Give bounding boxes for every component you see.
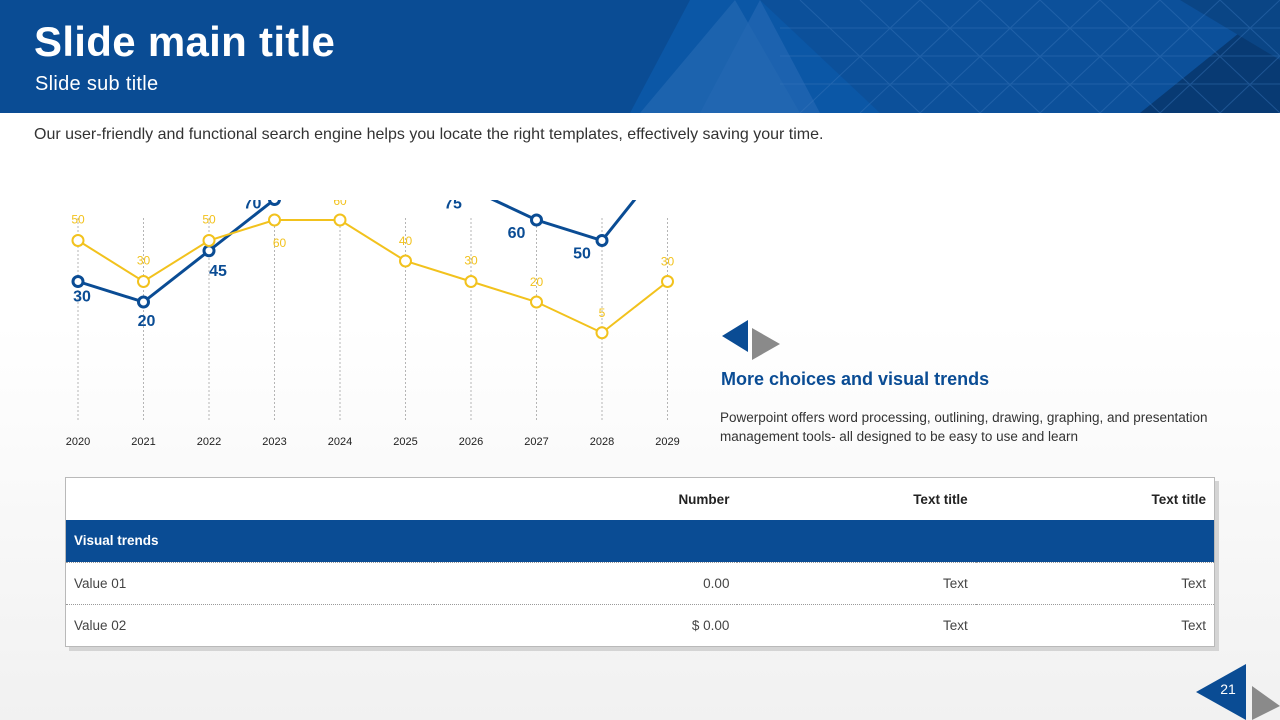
header-banner: Slide main title Slide sub title	[0, 0, 1280, 113]
table-row: Value 01 0.00 Text Text	[66, 561, 1214, 604]
page-number: 21	[1220, 681, 1236, 697]
data-label-yellow: 60	[273, 236, 287, 250]
data-point-yellow	[399, 254, 412, 268]
table-cell: Text	[975, 603, 1214, 646]
data-label-blue: 20	[138, 313, 156, 330]
table-band-label: Visual trends	[66, 520, 435, 562]
x-tick-label: 2027	[524, 436, 548, 448]
table-band-row: Visual trends	[66, 520, 1214, 562]
data-point-yellow	[333, 213, 347, 227]
data-point-yellow	[661, 275, 674, 288]
line-chart: 2020 2021 2022 2023 2024 2025 2026 2027 2028 2029…	[66, 200, 680, 448]
x-tick-label: 2024	[328, 436, 352, 448]
data-label-yellow: 5	[599, 306, 606, 320]
table-cell: Text	[975, 561, 1214, 604]
table-cell: Text	[737, 603, 976, 646]
x-tick-label: 2025	[393, 436, 417, 448]
data-label-yellow: 30	[137, 254, 151, 268]
data-point-blue	[71, 275, 85, 288]
header-decoration	[630, 0, 1280, 113]
data-point-blue	[137, 295, 150, 309]
data-label-yellow: 30	[661, 255, 675, 269]
x-tick-label: 2022	[197, 436, 221, 448]
data-label-blue: 45	[209, 263, 227, 280]
data-label-yellow: 20	[530, 275, 544, 289]
data-point-yellow	[464, 275, 478, 288]
arrow-icons	[722, 320, 780, 360]
table-header-text-title: Text title	[913, 491, 968, 507]
data-point-yellow	[202, 234, 216, 247]
table-cell: Value 01	[66, 561, 435, 604]
data-point-blue	[595, 234, 609, 247]
data-label-blue: 75	[444, 200, 462, 212]
table-header-cell	[66, 478, 434, 520]
table-cell: 0.00	[434, 561, 738, 604]
table-row: Value 02 $ 0.00 Text Text	[66, 603, 1214, 646]
slide-subtitle: Slide sub title	[35, 73, 159, 95]
data-point-yellow	[268, 213, 281, 227]
intro-text: Our user-friendly and functional search …	[34, 126, 824, 143]
x-tick-label: 2026	[459, 436, 483, 448]
table-cell: Value 02	[66, 603, 435, 646]
table-header-text-title: Text title	[1151, 491, 1206, 507]
data-point-yellow	[595, 326, 609, 340]
side-heading: More choices and visual trends	[721, 369, 990, 389]
data-label-yellow: 30	[464, 254, 478, 268]
data-point-blue	[202, 244, 216, 258]
data-label-yellow: 60	[333, 200, 347, 208]
page-number-badge	[1196, 664, 1280, 720]
slide-title: Slide main title	[34, 18, 336, 65]
series-line-yellow	[77, 219, 669, 334]
x-tick-label: 2020	[66, 436, 90, 448]
data-label-blue: 70	[244, 200, 262, 213]
data-label-blue: 30	[73, 289, 91, 306]
data-label-blue: 50	[573, 246, 591, 263]
x-tick-label: 2021	[131, 436, 155, 448]
table-header-number: Number	[678, 491, 730, 507]
blue-triangle-icon	[722, 320, 748, 352]
data-point-blue	[530, 213, 543, 227]
data-table: Number Text title Text title Visual tren…	[65, 477, 1215, 647]
table-cell: $ 0.00	[434, 603, 738, 646]
gray-triangle-icon	[752, 328, 780, 360]
table-header-row: Number Text title Text title	[66, 478, 1214, 520]
data-label-blue: 60	[508, 225, 526, 242]
table-cell: Text	[737, 561, 976, 604]
side-description: Powerpoint offers word processing, outli…	[720, 410, 1208, 444]
data-point-yellow	[530, 295, 543, 309]
x-tick-label: 2028	[590, 436, 614, 448]
x-tick-label: 2029	[655, 436, 679, 448]
data-point-yellow	[71, 234, 85, 247]
series-line-blue	[77, 200, 637, 304]
data-point-blue	[268, 200, 281, 206]
data-label-yellow: 40	[399, 234, 413, 248]
x-tick-label: 2023	[262, 436, 286, 448]
data-point-yellow	[137, 275, 150, 288]
data-label-yellow: 50	[202, 213, 216, 227]
data-label-yellow: 50	[71, 213, 85, 227]
